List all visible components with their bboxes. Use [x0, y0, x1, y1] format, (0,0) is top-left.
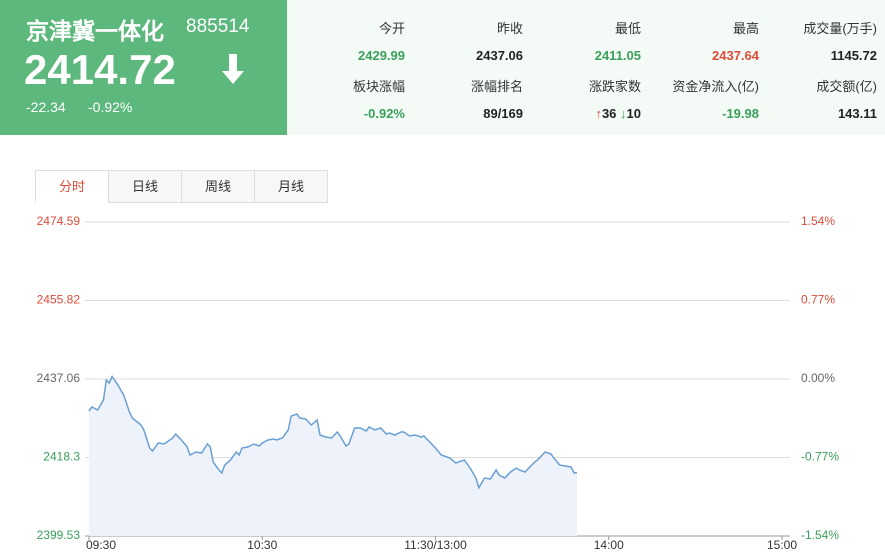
stat-label: 最低 — [614, 21, 641, 36]
area — [89, 376, 577, 536]
stat: 涨幅排名 89/169 — [383, 76, 523, 121]
stat-value: 2437.06 — [476, 48, 523, 63]
stat: 成交量(万手) 1145.72 — [737, 18, 877, 63]
tab[interactable]: 分时 — [35, 170, 109, 203]
tab[interactable]: 日线 — [108, 170, 182, 203]
stat-label: 成交量(万手) — [803, 21, 877, 36]
y2-tick-label: -0.77% — [801, 450, 839, 464]
y-tick-label: 2455.82 — [37, 293, 81, 307]
x-tick-label: 11:30/13:00 — [404, 538, 467, 552]
stat: 昨收 2437.06 — [383, 18, 523, 63]
sector-code: 885514 — [186, 16, 250, 37]
y-tick-label: 2418.3 — [43, 450, 80, 464]
x-tick-label: 10:30 — [247, 538, 277, 552]
sector-name: 京津冀一体化 — [26, 18, 164, 44]
stat-value: 2437.64 — [712, 48, 759, 63]
y2-tick-label: 1.54% — [801, 214, 835, 228]
change: -22.34 — [26, 99, 66, 115]
x-tick-label: 14:00 — [594, 538, 624, 552]
tab[interactable]: 月线 — [254, 170, 328, 203]
stat-value: ↑36 ↓10 — [501, 106, 641, 121]
stat-label: 涨跌家数 — [588, 79, 641, 94]
price-line — [88, 375, 578, 490]
quote-panel: 京津冀一体化 885514 2414.72 -22.34 -0.92% — [0, 0, 287, 135]
x-tick-label: 15:00 — [767, 538, 797, 552]
stat-label: 最高 — [732, 21, 759, 36]
up-count: 36 — [601, 106, 617, 121]
tabs: 分时 日线 周线 月线 — [35, 170, 328, 203]
stat: 涨跌家数 ↑36 ↓10 — [501, 76, 641, 121]
stat-value: 2411.05 — [594, 48, 641, 63]
stat: 今开 2429.99 — [265, 18, 405, 63]
stat: 最低 2411.05 — [501, 18, 641, 63]
stat: 板块涨幅 -0.92% — [265, 76, 405, 121]
y-tick-label: 2474.59 — [37, 214, 81, 228]
stat: 最高 2437.64 — [619, 18, 759, 63]
stat-label: 涨幅排名 — [470, 79, 523, 94]
down-arrow — [222, 54, 244, 84]
stats-panel: 今开 2429.99 昨收 2437.06 最低 2411.05 最高 2437.64 … — [287, 0, 885, 135]
stat: 资金净流入(亿) -19.98 — [619, 76, 759, 121]
stat-value: 143.11 — [837, 106, 877, 121]
stat-label: 昨收 — [496, 21, 523, 36]
stat-label: 资金净流入(亿) — [672, 79, 759, 94]
y2-tick-label: -1.54% — [801, 528, 839, 542]
y2-tick-label: 0.00% — [801, 371, 835, 385]
tab[interactable]: 周线 — [181, 170, 255, 203]
stat-value: -0.92% — [363, 106, 405, 121]
down-count: 10 — [626, 106, 641, 121]
down-arrow: ↓ — [620, 106, 627, 121]
change-pct: -0.92% — [88, 99, 133, 115]
stat: 成交额(亿) 143.11 — [737, 76, 877, 121]
x-tick-label: 09:30 — [86, 538, 116, 552]
y-tick-label: 2399.53 — [37, 528, 81, 542]
price: 2414.72 — [24, 46, 176, 93]
stat-label: 板块涨幅 — [352, 79, 405, 94]
stat-label: 今开 — [378, 21, 405, 36]
up-arrow: ↑ — [595, 106, 602, 121]
y-tick-label: 2437.06 — [37, 371, 81, 385]
y2-tick-label: 0.77% — [801, 293, 835, 307]
stat-value: -19.98 — [722, 106, 759, 121]
stat-value: 2429.99 — [358, 48, 405, 63]
stat-value: 1145.72 — [830, 48, 877, 63]
stat-value: 89/169 — [483, 106, 523, 121]
stat-label: 成交额(亿) — [816, 79, 877, 94]
